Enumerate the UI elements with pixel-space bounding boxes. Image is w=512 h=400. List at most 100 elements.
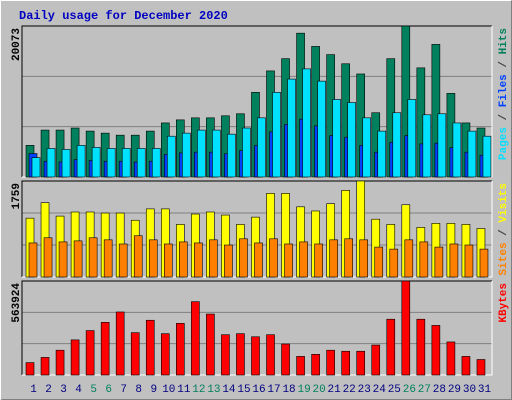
bar (482, 135, 492, 178)
x-tick-label: 2 (45, 384, 52, 396)
bar (437, 113, 447, 178)
bar (272, 92, 281, 178)
x-tick-label: 29 (448, 384, 461, 396)
x-tick-label: 23 (358, 384, 371, 396)
bar (76, 145, 86, 178)
bar (431, 325, 441, 376)
bar (296, 356, 305, 376)
bar (389, 248, 399, 278)
bar (407, 99, 417, 178)
legend-separator: / (498, 54, 510, 74)
x-tick-label: 22 (343, 384, 356, 396)
bar (130, 332, 140, 376)
plot-frame-dark (21, 180, 492, 277)
bar (191, 301, 200, 376)
x-tick-label: 4 (75, 384, 82, 396)
x-tick-label: 18 (282, 384, 295, 396)
legend: Sites / Visits (498, 183, 510, 275)
bar (419, 241, 429, 278)
bar (392, 112, 402, 178)
x-tick-label: 14 (222, 384, 236, 396)
bar (103, 239, 113, 278)
bar (118, 243, 128, 278)
x-tick-label: 15 (237, 384, 250, 396)
bar (251, 336, 260, 376)
bar (326, 349, 335, 376)
bar (329, 239, 338, 278)
x-tick-label: 20 (313, 384, 326, 396)
x-tick-label: 27 (418, 384, 431, 396)
legend-entry: Visits (498, 183, 510, 223)
bar (239, 238, 248, 278)
bar (25, 362, 35, 376)
bar (194, 242, 203, 278)
bar (464, 244, 474, 278)
bar (55, 349, 65, 376)
bar (284, 243, 293, 278)
bar (133, 235, 143, 278)
x-tick-label: 11 (177, 384, 191, 396)
legend-entry: KBytes (498, 283, 510, 323)
bar (43, 237, 53, 278)
plot-frame-dark (21, 25, 492, 177)
bar (359, 239, 369, 278)
x-tick-label: 21 (328, 384, 342, 396)
bar (314, 243, 323, 278)
bar (163, 243, 173, 278)
bar (347, 102, 356, 178)
bar (209, 239, 218, 278)
bar (257, 117, 266, 178)
bar (467, 130, 477, 178)
legend-separator: / (498, 107, 510, 127)
legend-entry: Pages (498, 127, 510, 160)
y-tick-label: 20073 (11, 28, 23, 61)
bar (28, 242, 38, 278)
bar (221, 334, 230, 376)
bar (236, 333, 245, 376)
bar (136, 148, 146, 178)
bar (31, 157, 41, 178)
bar (58, 241, 68, 278)
bar (416, 318, 426, 376)
x-tick-label: 24 (373, 384, 387, 396)
bar (212, 129, 221, 178)
bar (311, 354, 320, 376)
bar (224, 244, 233, 278)
bar (115, 311, 125, 376)
bar (269, 238, 278, 278)
x-tick-label: 1 (30, 384, 37, 396)
bar (88, 237, 98, 278)
x-tick-label: 12 (192, 384, 205, 396)
x-tick-label: 17 (267, 384, 280, 396)
chart-title: Daily usage for December 2020 (19, 9, 228, 23)
bar (46, 148, 56, 178)
legend-entry: Sites (498, 242, 510, 275)
bar (145, 319, 155, 376)
bar (91, 147, 101, 178)
x-tick-label: 5 (90, 384, 97, 396)
bar (371, 344, 381, 376)
legend: KBytes (498, 283, 510, 323)
bar (254, 242, 263, 278)
x-tick-label: 6 (105, 384, 112, 396)
bar (151, 148, 161, 178)
bar (404, 239, 414, 278)
x-tick-label: 10 (162, 384, 175, 396)
x-tick-label: 28 (433, 384, 446, 396)
bar (148, 239, 158, 278)
y-tick-label: 563924 (11, 283, 23, 323)
bar (166, 135, 176, 178)
bar (266, 334, 275, 376)
bar (476, 359, 486, 376)
x-tick-label: 26 (403, 384, 416, 396)
bar (377, 130, 387, 178)
legend: Pages / Files / Hits (498, 28, 510, 160)
bar (70, 339, 80, 376)
bar (40, 357, 50, 376)
bar (160, 333, 170, 376)
x-tick-label: 16 (252, 384, 265, 396)
legend-entry: Files (498, 74, 510, 107)
bar (374, 246, 384, 278)
